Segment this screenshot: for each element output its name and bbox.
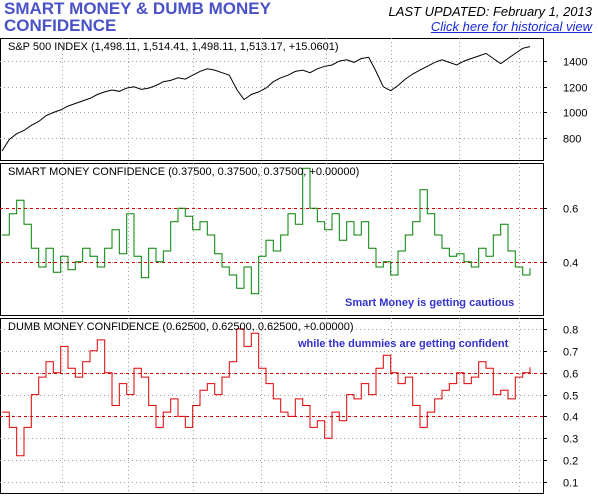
smart-money-panel: SMART MONEY CONFIDENCE (0.37500, 0.37500… [0,163,578,316]
smart-money-frame [0,163,544,316]
dumb-money-ytick-label-6: 0.7 [563,347,578,359]
dumb-money-note: while the dummies are getting confident [297,338,509,350]
dumb-money-title: DUMB MONEY CONFIDENCE (0.62500, 0.62500,… [8,321,354,333]
smart-money-ytick-label-1: 0.6 [563,204,578,216]
dumb-money-ytick-label-1: 0.2 [563,456,578,468]
dumb-money-panel: DUMB MONEY CONFIDENCE (0.62500, 0.62500,… [0,318,578,494]
dumb-money-ytick-label-2: 0.3 [563,434,578,446]
smart-money-ytick-label-0: 0.4 [563,258,578,270]
sp500-ytick-label-1: 1000 [563,108,587,120]
page-title: SMART MONEY & DUMB MONEY CONFIDENCE [4,0,271,35]
dumb-money-ytick-label-4: 0.5 [563,391,578,403]
dumb-money-ytick-label-5: 0.6 [563,369,578,381]
sp500-title: S&P 500 INDEX (1,498.11, 1,514.41, 1,498… [8,41,339,53]
dumb-money-frame [0,318,544,494]
dumb-money-line [2,328,531,457]
smart-money-title: SMART MONEY CONFIDENCE (0.37500, 0.37500… [8,166,359,178]
dumb-money-ytick-label-7: 0.8 [563,325,578,337]
smart-money-note: Smart Money is getting cautious [345,297,514,309]
sp500-ytick-label-0: 800 [563,134,581,146]
sp500-panel: S&P 500 INDEX (1,498.11, 1,514.41, 1,498… [0,38,587,161]
sp500-ytick-label-2: 1200 [563,83,587,95]
historical-view-link[interactable]: Click here for historical view [430,19,592,34]
dumb-money-ytick-label-3: 0.4 [563,412,578,424]
sp500-frame [0,38,544,161]
sp500-ytick-label-3: 1400 [563,57,587,69]
last-updated-text: LAST UPDATED: February 1, 2013 [388,4,592,19]
sp500-line [1,46,531,152]
dumb-money-ytick-label-0: 0.1 [563,478,578,490]
smart-money-line [2,167,531,295]
